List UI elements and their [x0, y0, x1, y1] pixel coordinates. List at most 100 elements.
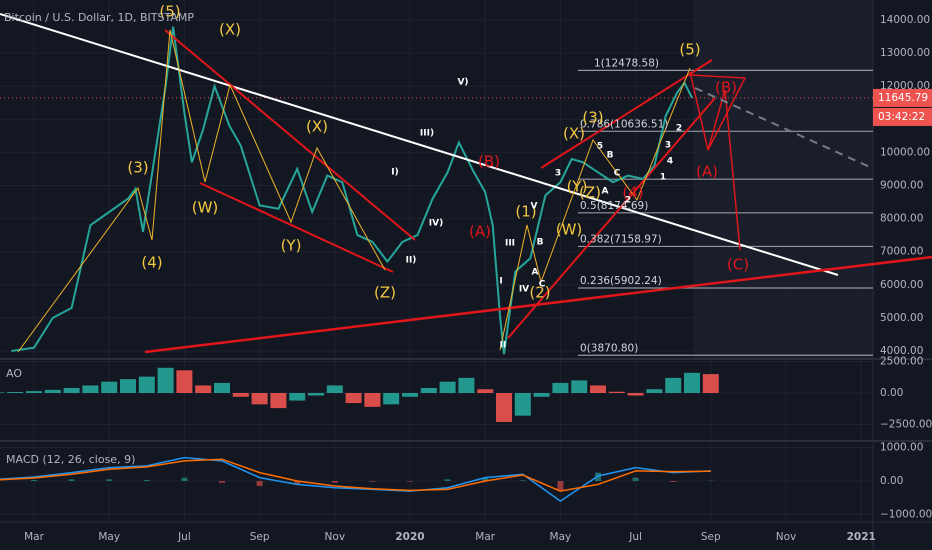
time-tick-label: Sep [250, 531, 270, 543]
wave-label: I) [391, 168, 398, 178]
ao-bar [44, 389, 61, 393]
time-tick-label: Jul [177, 531, 191, 543]
ao-bar [420, 387, 437, 393]
macd-line [0, 456, 711, 503]
ao-bar [326, 385, 343, 393]
ao-bar [383, 393, 400, 405]
signal-line [0, 458, 711, 492]
wave-label: II) [406, 256, 417, 266]
ao-bar [289, 393, 306, 401]
ao-bar [496, 393, 512, 422]
price-tick-label: 4000.00 [880, 345, 923, 357]
wave-label: 4 [667, 157, 673, 167]
wave-label: (3) [582, 109, 603, 127]
ao-bar [270, 393, 287, 409]
ao-bar [232, 393, 249, 397]
last-price-label: 11645.79 [878, 92, 928, 104]
time-tick-label: May [550, 531, 572, 543]
wave-label: (3) [127, 159, 148, 177]
channel-line [199, 182, 394, 273]
ao-bar [514, 393, 531, 416]
ao-bar [458, 377, 475, 393]
wave-path [17, 29, 386, 353]
time-tick-label: 2021 [847, 531, 876, 543]
ao-bar [63, 387, 80, 393]
projection [689, 74, 747, 151]
indicator-tick-label: 0.00 [880, 475, 903, 487]
countdown-label: 03:42:22 [878, 111, 925, 123]
ao-bar [26, 391, 42, 393]
ao-bar [702, 374, 719, 393]
trendline [144, 255, 932, 354]
wave-label: 3 [555, 169, 561, 179]
price-tick-label: 13000.00 [880, 47, 930, 59]
ao-bar [684, 372, 700, 393]
ao-bar [251, 393, 268, 405]
indicator-tick-label: −1000.00 [880, 509, 932, 521]
wave-label: A [602, 187, 609, 197]
wave-label: I [499, 277, 502, 287]
wave-label: C [539, 280, 546, 290]
ao-bar [176, 370, 193, 393]
wave-label: 1 [660, 173, 666, 183]
fib-label: 0(3870.80) [580, 342, 638, 354]
indicator-tick-label: 2500.00 [880, 356, 923, 368]
price-tick-label: 8000.00 [880, 213, 923, 225]
price-tick-label: 10000.00 [880, 146, 930, 158]
wave-label: (B) [478, 153, 500, 171]
ao-bar [477, 389, 494, 393]
indicator-tick-label: 1000.00 [880, 442, 923, 454]
ao-bar [402, 393, 418, 397]
indicator-title: AO [6, 367, 22, 380]
indicator-tick-label: −2500.00 [880, 419, 932, 431]
wave-label: (Z) [579, 184, 601, 202]
price-tick-label: 5000.00 [880, 312, 923, 324]
drawings [0, 13, 932, 354]
wave-label: 5 [597, 142, 603, 152]
wave-label: (Z) [374, 284, 396, 302]
wave-label: B [607, 151, 614, 161]
channel-line [507, 97, 716, 339]
wave-label: 2 [676, 124, 682, 134]
indicator-title: MACD (12, 26, close, 9) [6, 453, 135, 466]
dashed-trend [694, 87, 873, 169]
wave-label: (W) [556, 221, 583, 239]
wave-label: (A) [469, 223, 491, 241]
ao-bar [439, 381, 456, 393]
ao-bar [665, 377, 682, 393]
wave-label: (5) [679, 41, 700, 59]
ao-bar [345, 393, 362, 404]
ao-bar [571, 380, 588, 393]
series-layer [0, 26, 873, 503]
wave-path [499, 67, 691, 351]
time-tick-label: May [98, 531, 120, 543]
wave-label: C [614, 169, 621, 179]
channel-line [540, 59, 713, 169]
wave-label: 3 [665, 141, 671, 151]
fib-label: 0.5(8174.69) [580, 200, 648, 212]
ao-bar [590, 385, 606, 393]
wave-label: (Y) [567, 178, 588, 196]
wave-label: (B) [715, 79, 737, 97]
time-tick-label: Sep [701, 531, 721, 543]
wave-labels: 1(12478.58) 0.786(10636.51) 0.5(8174.69) 0.… [127, 3, 749, 355]
ao-bar [214, 382, 230, 393]
symbol-title: Bitcoin / U.S. Dollar, 1D, BITSTAMP [4, 11, 194, 24]
price-tick-label: 14000.00 [880, 14, 930, 26]
axes: 14000.0013000.0012000.0011000.0010000.00… [24, 14, 932, 543]
ao-bar [533, 393, 550, 397]
time-tick-label: Nov [776, 531, 797, 543]
wave-label: 2 [625, 196, 631, 206]
wave-label: V) [457, 78, 468, 88]
fib-label: 0.382(7158.97) [580, 233, 662, 245]
wave-label: (2) [529, 284, 550, 302]
ao-bar [552, 382, 569, 393]
channel-line [164, 29, 416, 241]
wave-label: IV) [429, 219, 443, 229]
wave-label: (5) [159, 3, 180, 21]
ao-bar [195, 385, 212, 393]
price-tick-label: 7000.00 [880, 246, 923, 258]
wave-label: (W) [192, 199, 219, 217]
wave-label: IV [519, 285, 529, 295]
wave-label: II [500, 341, 507, 351]
